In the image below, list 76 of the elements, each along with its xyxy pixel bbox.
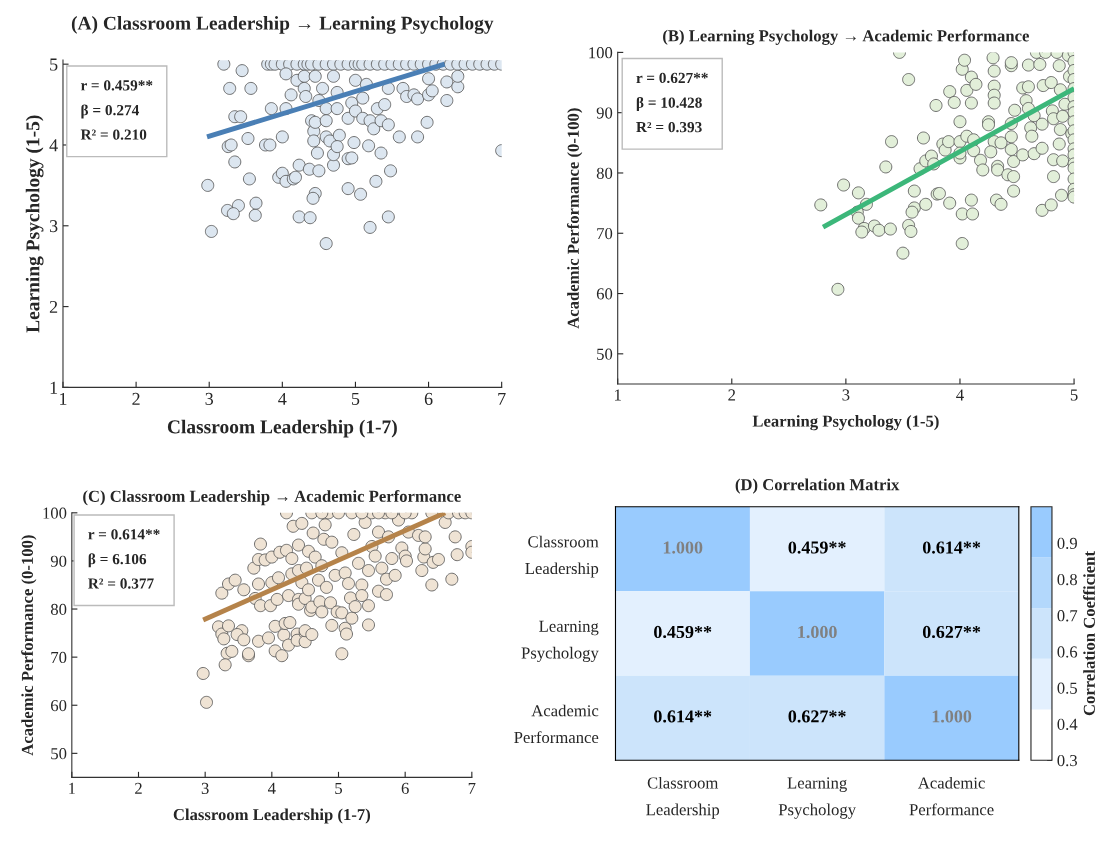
x-tick-label: 3 [205, 392, 214, 405]
annotation: β = 6.106 [88, 553, 147, 568]
y-tick-label: 3 [49, 220, 58, 233]
y-tick-label: Learning Psychology [521, 620, 599, 663]
chart-title: (C) Classroom Leadership → Academic Performance [83, 489, 461, 506]
chart-title: (A) Classroom Leadership → Learning Psychology [71, 16, 494, 34]
annotation: r = 0.627** [636, 72, 708, 84]
data-label: 0.614** [922, 541, 981, 554]
color-bar-label: 0.3 [1057, 754, 1077, 767]
color-bar-title: Correlation Coefficient [1083, 551, 1095, 716]
y-tick-label: 4 [49, 139, 58, 152]
color-bar-label: 0.7 [1057, 610, 1078, 622]
y-tick-label: 5 [50, 58, 58, 71]
x-tick-label: 7 [498, 392, 506, 405]
data-label: 0.459** [654, 625, 712, 639]
x-tick-label: 6 [424, 392, 433, 405]
x-tick-label: 2 [135, 782, 142, 794]
x-tick-label: Learning Psychology [778, 777, 856, 819]
y-tick-label: Classroom Leadership [525, 535, 599, 578]
data-label: 0.627** [788, 710, 846, 723]
y-tick-label: 70 [51, 651, 67, 664]
annotation: β = 10.428 [636, 96, 702, 111]
y-tick-label: 90 [50, 555, 67, 567]
x-tick-label: Classroom Leadership [646, 776, 720, 819]
data-label: 0.459** [788, 541, 846, 554]
x-tick-label: 2 [132, 392, 140, 405]
y-tick-label: 2 [49, 300, 58, 313]
color-bar-label: 0.6 [1057, 646, 1078, 658]
annotation: r = 0.614** [88, 529, 160, 540]
x-tick-label: 5 [335, 782, 343, 794]
x-tick-label: 4 [278, 392, 287, 405]
data-label: 0.614** [654, 710, 712, 723]
x-tick-label: 6 [401, 782, 409, 794]
data-label: 0.627** [922, 625, 981, 639]
annotation: R² = 0.393 [636, 121, 702, 133]
chart-title: (D) Correlation Matrix [735, 478, 900, 494]
y-tick-label: 100 [43, 507, 67, 519]
x-axis-title: Classroom Leadership (1-7) [173, 808, 371, 824]
color-bar-label: 0.4 [1057, 718, 1078, 731]
y-tick-label: 50 [597, 348, 613, 360]
y-tick-label: 80 [50, 603, 67, 615]
color-bar-label: 0.8 [1057, 573, 1078, 586]
x-tick-label: 4 [956, 389, 964, 401]
y-axis-title: Academic Performance (0-100) [566, 108, 583, 329]
x-tick-label: 4 [267, 782, 276, 794]
data-label: 1.000 [932, 710, 972, 723]
y-tick-label: 100 [589, 47, 613, 59]
annotation: r = 0.459** [80, 80, 153, 91]
x-tick-label: 1 [69, 782, 75, 794]
x-tick-label: Academic Performance [909, 776, 994, 816]
x-tick-label: 5 [351, 392, 360, 405]
y-axis-title: Academic Performance (0-100) [21, 535, 37, 756]
y-tick-label: 70 [597, 227, 613, 240]
color-bar-label: 0.5 [1057, 682, 1077, 694]
data-label: 1.000 [798, 625, 837, 639]
y-axis-title: Learning Psychology (1-5) [25, 115, 44, 333]
y-tick-label: 60 [51, 699, 67, 712]
annotation: β = 0.274 [81, 104, 140, 119]
x-tick-label: 3 [842, 389, 850, 401]
x-tick-label: 3 [201, 782, 209, 794]
data-label: 1.000 [663, 541, 703, 554]
color-bar-label: 0.9 [1057, 537, 1077, 550]
annotation: R² = 0.377 [88, 578, 154, 589]
y-tick-label: Academic Performance [514, 704, 599, 744]
x-tick-label: 7 [468, 782, 476, 794]
x-axis-title: Learning Psychology (1-5) [752, 415, 939, 431]
y-tick-label: 50 [51, 748, 67, 760]
y-tick-label: 60 [596, 288, 613, 300]
x-tick-label: 1 [614, 389, 621, 401]
x-tick-label: 2 [728, 389, 736, 401]
y-tick-label: 80 [596, 167, 613, 179]
x-axis-title: Classroom Leadership (1-7) [167, 419, 397, 438]
chart-title: (B) Learning Psychology → Academic Performance [663, 29, 1029, 45]
y-tick-label: 90 [596, 107, 613, 119]
annotation: R² = 0.210 [80, 129, 147, 140]
x-tick-label: 5 [1070, 389, 1078, 401]
